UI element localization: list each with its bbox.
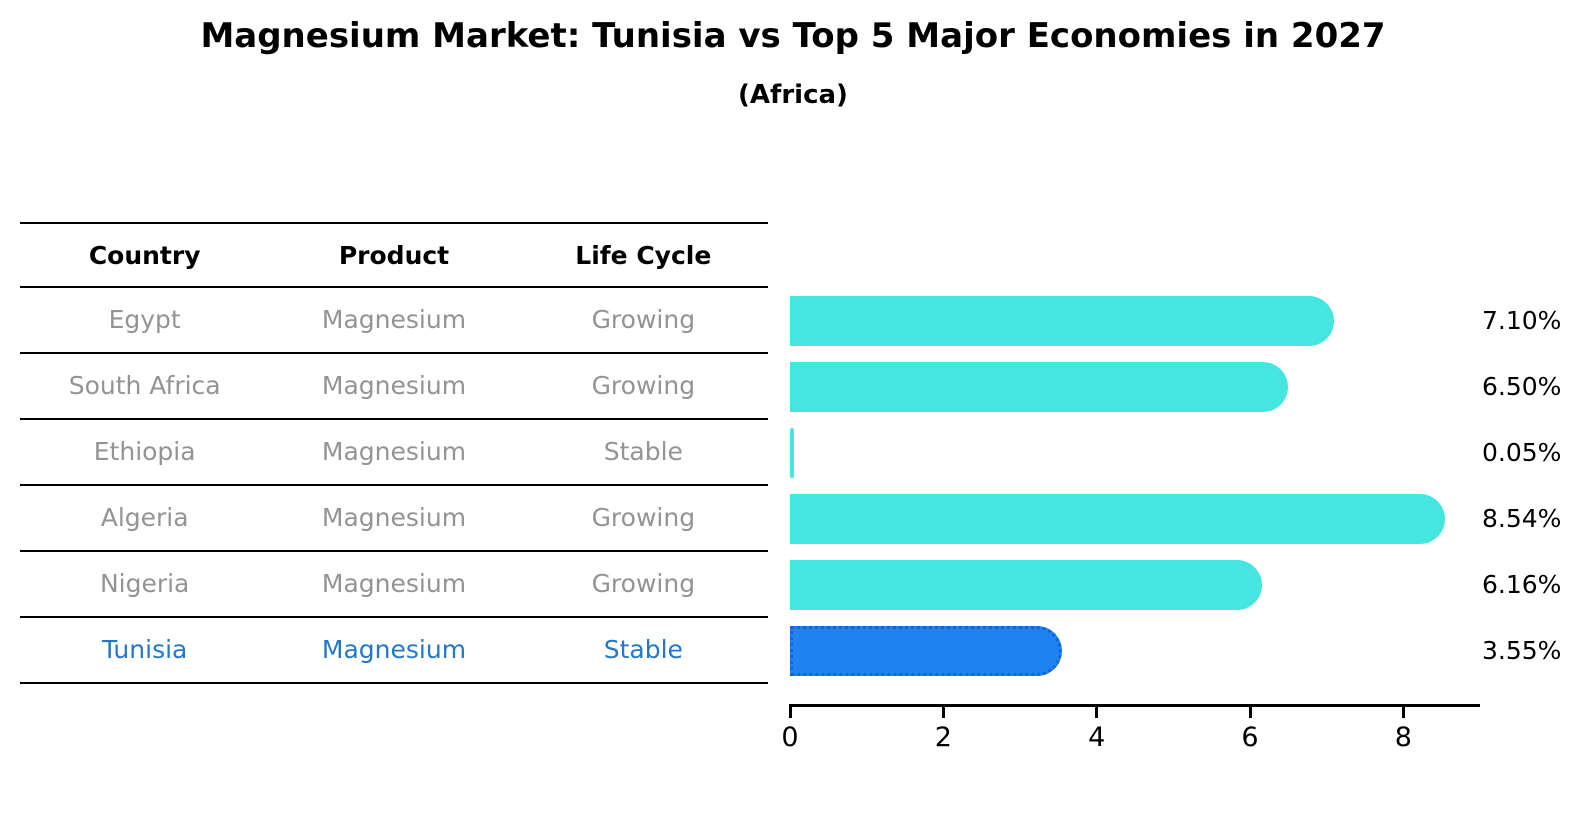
- x-axis-tick-label: 6: [1241, 722, 1259, 753]
- table-cell-product: Magnesium: [321, 635, 467, 664]
- x-axis-tick: [941, 704, 945, 718]
- table-cell-country: Tunisia: [101, 635, 188, 664]
- value-label-nigeria: 6.16%: [1482, 570, 1562, 599]
- x-axis-tick: [1401, 704, 1405, 718]
- table-row: Algeria Magnesium Growing: [20, 486, 768, 552]
- table-row: Nigeria Magnesium Growing: [20, 552, 768, 618]
- table-cell-life-cycle: Growing: [591, 371, 696, 400]
- value-labels: 7.10% 6.50% 0.05% 8.54% 6.16% 3.55%: [1482, 288, 1582, 684]
- table-cell-product: Magnesium: [321, 305, 467, 334]
- chart-title: Magnesium Market: Tunisia vs Top 5 Major…: [200, 16, 1386, 56]
- value-label-egypt: 7.10%: [1482, 306, 1562, 335]
- table-cell-life-cycle: Stable: [603, 635, 683, 664]
- bar-nigeria: [790, 560, 1263, 610]
- table-header-product: Product: [338, 241, 450, 270]
- bar-ethiopia: [790, 428, 794, 478]
- table-cell-life-cycle: Growing: [591, 305, 696, 334]
- table-cell-country: Nigeria: [99, 569, 190, 598]
- table-cell-country: Ethiopia: [93, 437, 196, 466]
- table-cell-country: Egypt: [108, 305, 181, 334]
- table-row: South Africa Magnesium Growing: [20, 354, 768, 420]
- x-axis-line: [790, 704, 1480, 707]
- table-cell-product: Magnesium: [321, 437, 467, 466]
- table-cell-product: Magnesium: [321, 371, 467, 400]
- table-cell-product: Magnesium: [321, 569, 467, 598]
- x-axis-tick: [1095, 704, 1099, 718]
- value-label-tunisia: 3.55%: [1482, 636, 1562, 665]
- table-header-life-cycle: Life Cycle: [575, 241, 712, 270]
- x-axis-tick-label: 8: [1394, 722, 1412, 753]
- x-axis-tick: [788, 704, 792, 718]
- bar-algeria: [790, 494, 1445, 544]
- table-row: Egypt Magnesium Growing: [20, 288, 768, 354]
- table-row: Tunisia Magnesium Stable: [20, 618, 768, 684]
- table-row: Ethiopia Magnesium Stable: [20, 420, 768, 486]
- x-axis-tick-label: 0: [781, 722, 799, 753]
- value-label-ethiopia: 0.05%: [1482, 438, 1562, 467]
- x-axis-tick-label: 4: [1088, 722, 1106, 753]
- table-cell-country: Algeria: [100, 503, 189, 532]
- table-cell-life-cycle: Growing: [591, 503, 696, 532]
- table-cell-product: Magnesium: [321, 503, 467, 532]
- x-axis-tick: [1248, 704, 1252, 718]
- bar-tunisia: [790, 626, 1063, 676]
- table-header-row: Country Product Life Cycle: [20, 222, 768, 288]
- table-cell-life-cycle: Stable: [603, 437, 683, 466]
- x-axis-tick-label: 2: [934, 722, 952, 753]
- value-label-algeria: 8.54%: [1482, 504, 1562, 533]
- table-cell-country: South Africa: [68, 371, 221, 400]
- x-axis: 0 2 4 6 8: [781, 704, 1480, 764]
- table-header-country: Country: [88, 241, 201, 270]
- table-cell-life-cycle: Growing: [591, 569, 696, 598]
- plot-area: [790, 288, 1480, 684]
- table-body: Egypt Magnesium Growing South Africa Magnesi…: [20, 288, 768, 684]
- bar-egypt: [790, 296, 1335, 346]
- chart-subtitle: (Africa): [738, 80, 848, 110]
- bar-south-africa: [790, 362, 1289, 412]
- country-table: Country Product Life Cycle Egypt Magnesiu…: [20, 222, 768, 684]
- value-label-south-africa: 6.50%: [1482, 372, 1562, 401]
